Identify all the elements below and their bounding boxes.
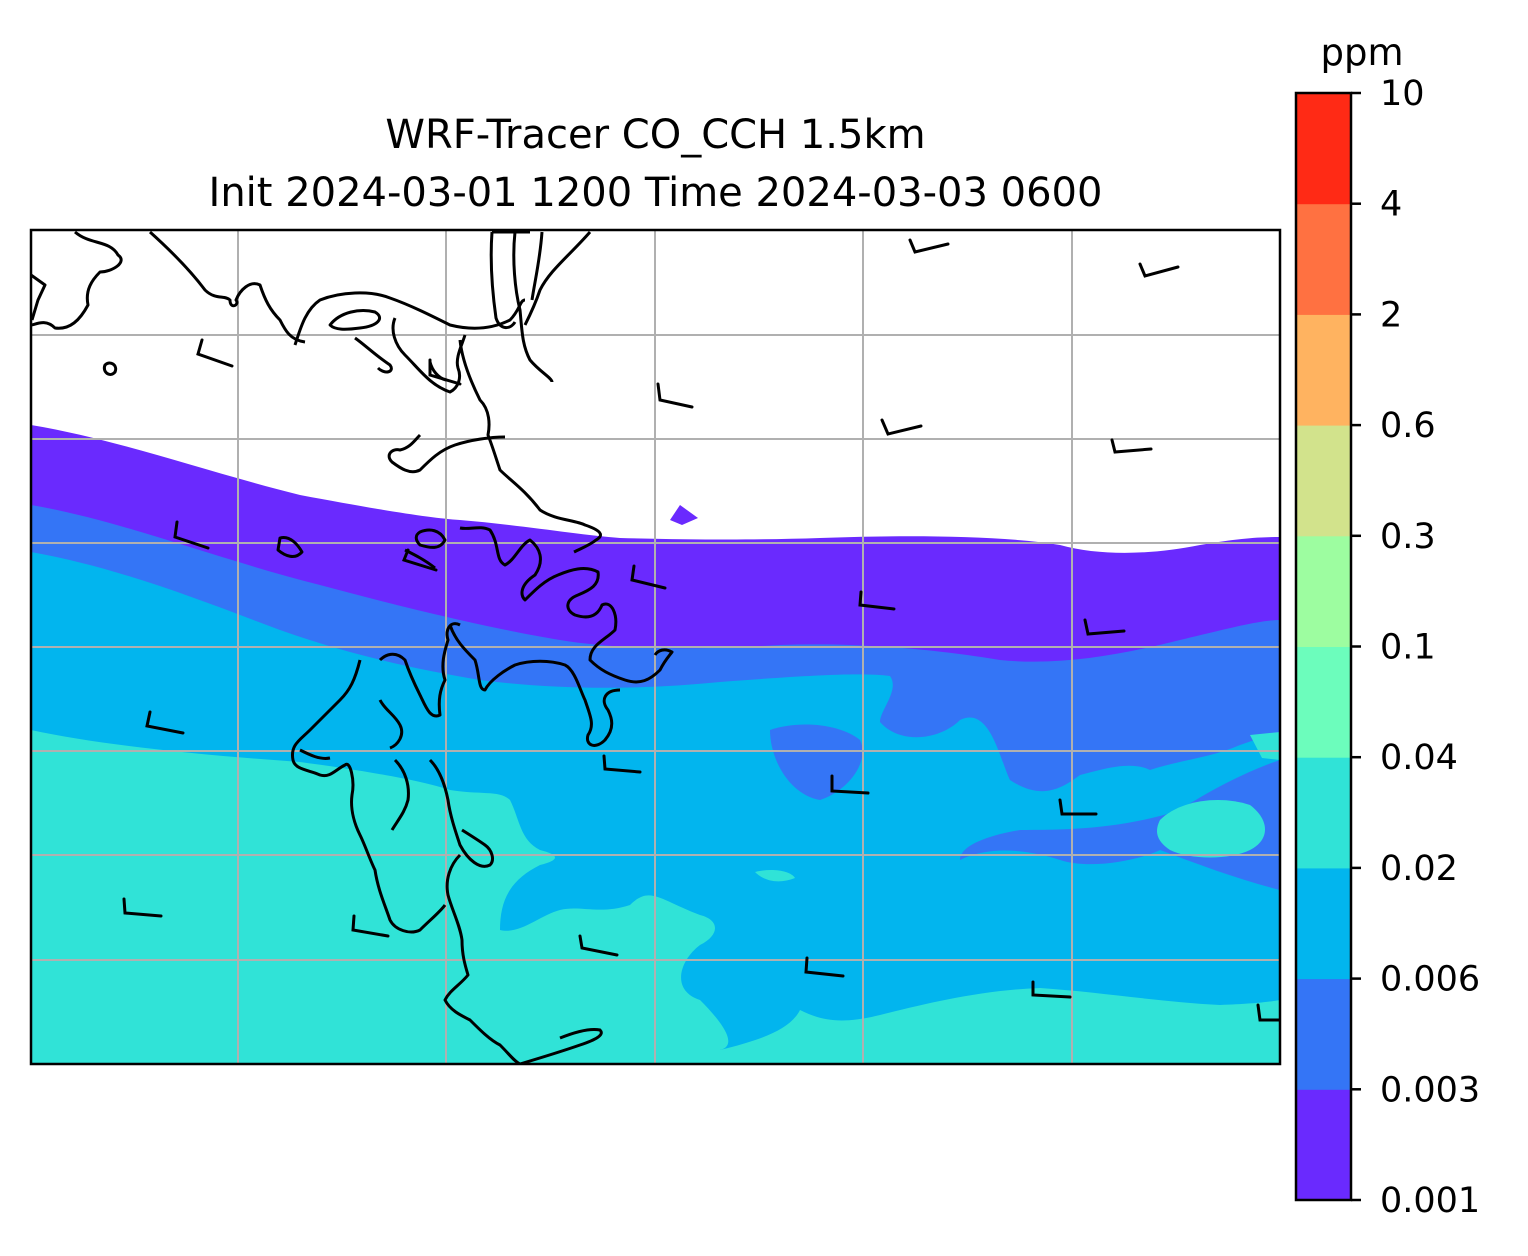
contour-pocket-b <box>960 760 1280 890</box>
contour-patch-east-2 <box>1250 732 1280 760</box>
wind-barb <box>1031 980 1072 999</box>
colorbar-segment <box>1296 93 1351 205</box>
colorbar-segment <box>1296 1089 1351 1201</box>
colorbar-segment <box>1296 203 1351 315</box>
wind-barb <box>122 897 163 918</box>
title-line-2: Init 2024-03-01 1200 Time 2024-03-03 060… <box>208 170 1103 216</box>
wind-barb <box>858 590 896 611</box>
contour-pocket-a <box>770 724 863 800</box>
colorbar-tick-label: 10 <box>1380 74 1425 114</box>
colorbar-tick-label: 0.006 <box>1380 960 1480 1000</box>
wind-barb <box>196 338 234 368</box>
title-line-1: WRF-Tracer CO_CCH 1.5km <box>385 112 926 158</box>
map-title: WRF-Tracer CO_CCH 1.5km Init 2024-03-01 … <box>30 106 1281 222</box>
colorbar-unit-label: ppm <box>1320 31 1403 74</box>
colorbar-tick-label: 0.6 <box>1380 406 1436 446</box>
wind-barb <box>656 382 694 409</box>
wind-barb <box>908 238 950 254</box>
contour-patch-mid <box>755 870 795 882</box>
wind-barb <box>804 956 845 978</box>
colorbar-tick-label: 0.003 <box>1380 1070 1480 1110</box>
colorbar-segments <box>1296 93 1351 1201</box>
wind-barb <box>402 548 438 572</box>
wind-barb <box>830 774 870 795</box>
colorbar-segment <box>1296 425 1351 537</box>
contour-patch-east <box>1157 800 1265 858</box>
wind-barb <box>602 754 642 774</box>
colorbar-segment <box>1296 646 1351 758</box>
wind-barb <box>630 564 667 590</box>
wind-barb <box>1110 438 1153 454</box>
wind-barb <box>880 418 923 436</box>
wind-barb <box>428 358 462 386</box>
colorbar-segment <box>1296 978 1351 1090</box>
colorbar-segment <box>1296 314 1351 426</box>
wind-barb <box>145 710 185 735</box>
wind-barb <box>351 914 390 938</box>
wind-barb <box>1138 262 1180 278</box>
colorbar-segment <box>1296 867 1351 980</box>
colorbar-tick-label: 0.1 <box>1380 628 1436 668</box>
wind-barbs <box>122 238 1280 1022</box>
gridlines <box>31 230 1280 1064</box>
wind-barb <box>1256 1003 1280 1022</box>
colorbar-tick-label: 4 <box>1380 185 1402 225</box>
colorbar-tick-label: 0.02 <box>1380 849 1458 889</box>
wind-barb <box>578 934 619 957</box>
colorbar-tick-label: 2 <box>1380 295 1402 335</box>
wind-barb <box>1058 798 1098 816</box>
colorbar-segment <box>1296 757 1351 869</box>
colorbar-ticks: 0.001 0.003 0.006 0.02 0.04 0.1 0.3 0.6 2 4 10 <box>1351 74 1480 1221</box>
wind-barb <box>1083 618 1126 636</box>
colorbar-segment <box>1296 535 1351 647</box>
colorbar-tick-label: 0.001 <box>1380 1181 1480 1221</box>
coastlines <box>31 230 674 1064</box>
wind-barb <box>173 520 210 550</box>
colorbar-tick-label: 0.3 <box>1380 517 1436 557</box>
contour-island-small <box>670 505 698 525</box>
map-frame <box>29 228 1282 1066</box>
colorbar-tick-label: 0.04 <box>1380 738 1458 778</box>
